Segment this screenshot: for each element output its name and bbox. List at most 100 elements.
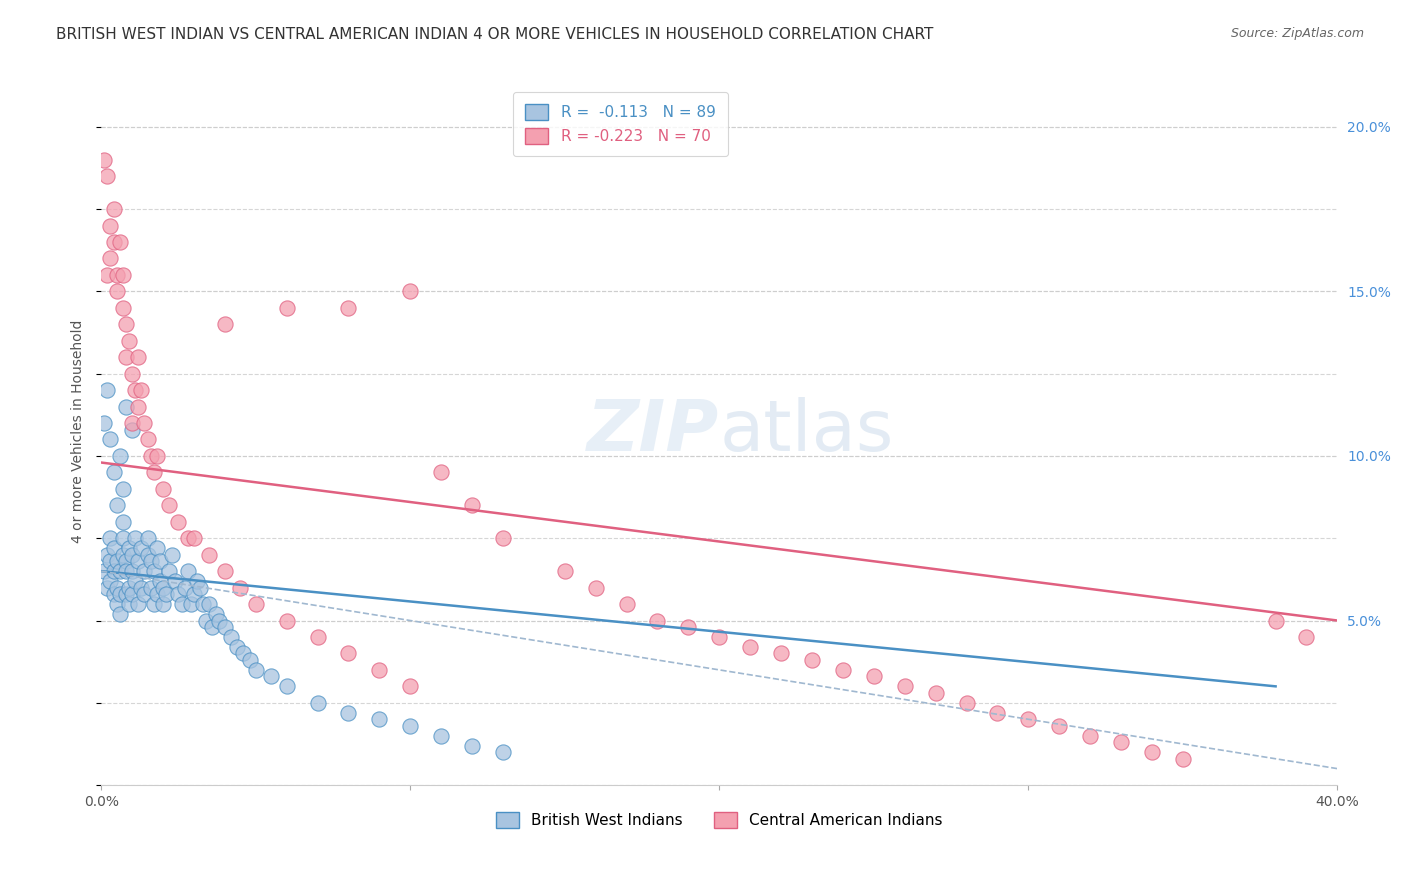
Point: [139, 554, 162, 568]
Point: [492, 745, 515, 759]
Point: [96, 581, 118, 595]
Point: [276, 679, 298, 693]
Point: [100, 554, 122, 568]
Point: [1140, 745, 1163, 759]
Point: [1264, 614, 1286, 628]
Point: [368, 712, 391, 726]
Point: [801, 653, 824, 667]
Point: [131, 541, 153, 555]
Point: [226, 640, 249, 654]
Point: [111, 268, 134, 282]
Point: [149, 554, 172, 568]
Point: [180, 597, 202, 611]
Point: [214, 318, 236, 332]
Point: [131, 383, 153, 397]
Point: [115, 400, 138, 414]
Point: [96, 383, 118, 397]
Point: [955, 696, 977, 710]
Point: [142, 564, 165, 578]
Point: [103, 564, 125, 578]
Point: [245, 597, 267, 611]
Point: [121, 416, 143, 430]
Point: [121, 548, 143, 562]
Point: [238, 653, 260, 667]
Point: [127, 554, 149, 568]
Legend: British West Indians, Central American Indians: British West Indians, Central American I…: [491, 805, 949, 834]
Point: [165, 574, 187, 588]
Point: [198, 548, 221, 562]
Point: [183, 587, 205, 601]
Point: [93, 153, 115, 167]
Point: [121, 367, 143, 381]
Point: [103, 466, 125, 480]
Point: [461, 739, 484, 753]
Point: [118, 541, 141, 555]
Point: [198, 597, 221, 611]
Point: [183, 531, 205, 545]
Point: [177, 531, 200, 545]
Point: [678, 620, 700, 634]
Point: [1017, 712, 1039, 726]
Point: [155, 587, 177, 601]
Point: [115, 554, 138, 568]
Point: [307, 696, 329, 710]
Point: [146, 449, 169, 463]
Point: [105, 268, 128, 282]
Point: [115, 350, 138, 364]
Point: [276, 614, 298, 628]
Point: [1047, 719, 1070, 733]
Point: [111, 531, 134, 545]
Point: [492, 531, 515, 545]
Point: [108, 235, 131, 249]
Point: [232, 647, 254, 661]
Point: [103, 235, 125, 249]
Point: [152, 597, 174, 611]
Point: [276, 301, 298, 315]
Point: [195, 614, 218, 628]
Point: [136, 531, 159, 545]
Point: [173, 581, 195, 595]
Point: [157, 499, 180, 513]
Point: [136, 433, 159, 447]
Point: [430, 729, 453, 743]
Point: [204, 607, 226, 621]
Point: [105, 597, 128, 611]
Point: [177, 564, 200, 578]
Point: [96, 169, 118, 184]
Point: [832, 663, 855, 677]
Point: [307, 630, 329, 644]
Point: [111, 301, 134, 315]
Point: [136, 548, 159, 562]
Y-axis label: 4 or more Vehicles in Household: 4 or more Vehicles in Household: [72, 319, 86, 543]
Point: [108, 607, 131, 621]
Point: [96, 268, 118, 282]
Point: [157, 564, 180, 578]
Point: [115, 564, 138, 578]
Point: [152, 581, 174, 595]
Point: [124, 383, 146, 397]
Point: [585, 581, 607, 595]
Point: [709, 630, 731, 644]
Text: atlas: atlas: [720, 397, 894, 466]
Point: [740, 640, 762, 654]
Point: [115, 318, 138, 332]
Point: [162, 548, 184, 562]
Point: [863, 669, 886, 683]
Point: [96, 548, 118, 562]
Point: [149, 574, 172, 588]
Text: BRITISH WEST INDIAN VS CENTRAL AMERICAN INDIAN 4 OR MORE VEHICLES IN HOUSEHOLD C: BRITISH WEST INDIAN VS CENTRAL AMERICAN …: [56, 27, 934, 42]
Point: [924, 686, 946, 700]
Point: [461, 499, 484, 513]
Point: [111, 482, 134, 496]
Point: [146, 587, 169, 601]
Point: [134, 416, 156, 430]
Point: [214, 620, 236, 634]
Point: [121, 423, 143, 437]
Point: [554, 564, 576, 578]
Point: [100, 219, 122, 233]
Point: [93, 564, 115, 578]
Point: [118, 581, 141, 595]
Point: [108, 449, 131, 463]
Point: [186, 574, 208, 588]
Point: [770, 647, 793, 661]
